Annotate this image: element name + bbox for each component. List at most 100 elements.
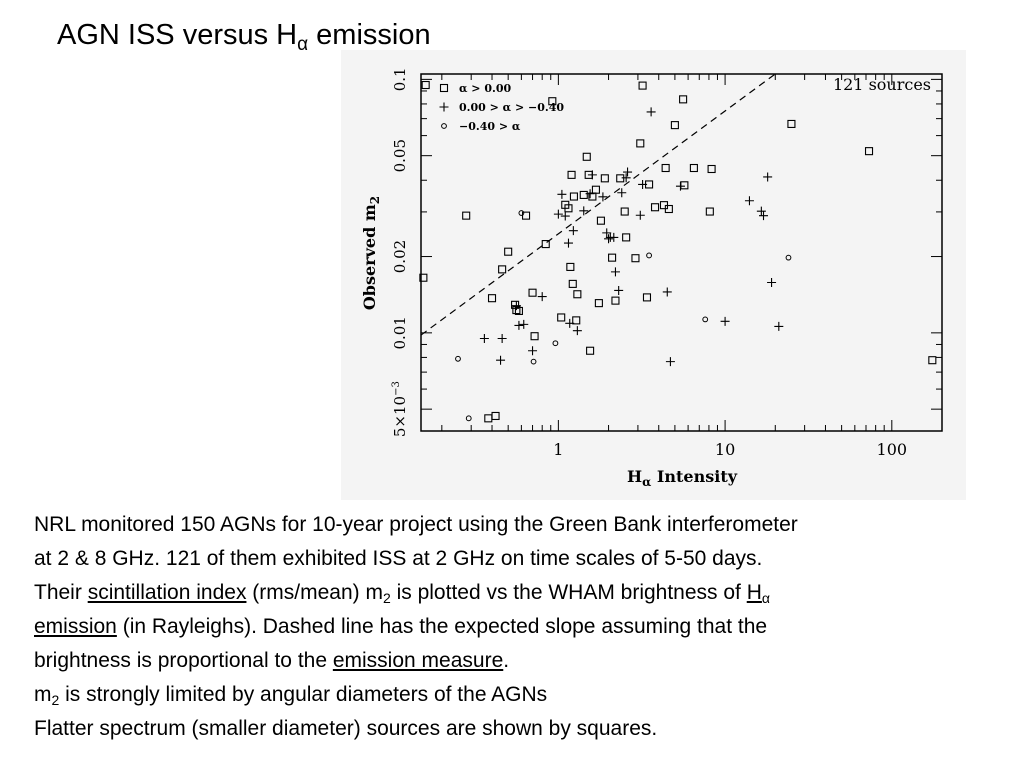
y-axis-label-main: Observed m bbox=[360, 204, 379, 310]
y-tick-label: 0.02 bbox=[391, 240, 409, 273]
legend-entry-label: α > 0.00 bbox=[459, 82, 511, 95]
text-segment: is plotted vs the WHAM brightness of bbox=[390, 581, 747, 604]
y-axis-label-sub: 2 bbox=[368, 196, 382, 204]
scintillation-index-link[interactable]: scintillation index bbox=[87, 581, 247, 604]
data-point-circle bbox=[518, 210, 525, 216]
data-point-plus bbox=[744, 196, 754, 206]
data-point-plus bbox=[675, 181, 685, 191]
y-tick-label: 0.1 bbox=[391, 67, 409, 91]
data-point-square bbox=[600, 174, 609, 183]
slide-title: AGN ISS versus Hα emission bbox=[57, 16, 431, 64]
title-main-text: AGN ISS versus H bbox=[57, 19, 298, 51]
text-segment: is strongly limited by angular diameters… bbox=[59, 683, 548, 706]
text-segment: Their bbox=[34, 581, 88, 604]
data-point-plus bbox=[756, 206, 766, 216]
data-point-square bbox=[541, 240, 550, 249]
x-axis-label-sub: α bbox=[642, 475, 651, 489]
description-line-2: at 2 & 8 GHz. 121 of them exhibited ISS … bbox=[34, 547, 763, 570]
data-point-square bbox=[636, 139, 645, 148]
data-point-square bbox=[787, 119, 796, 129]
title-subscript: α bbox=[297, 34, 309, 55]
text-segment: brightness is proportional to the bbox=[34, 649, 333, 672]
text-segment: (rms/mean) m bbox=[246, 581, 383, 604]
data-point-plus bbox=[537, 292, 547, 302]
description-paragraph: NRL monitored 150 AGNs for 10-year proje… bbox=[34, 508, 994, 746]
legend-marker-plus bbox=[439, 102, 449, 112]
data-point-square bbox=[664, 204, 673, 214]
emission-measure-link[interactable]: emission measure bbox=[332, 649, 504, 672]
data-point-plus bbox=[514, 320, 524, 330]
data-point-square bbox=[548, 97, 557, 106]
x-axis-label: Hα Intensity bbox=[627, 467, 738, 489]
data-point-plus bbox=[763, 172, 773, 182]
data-point-square bbox=[568, 279, 577, 288]
h-alpha-link-text: H bbox=[746, 581, 762, 604]
x-tick-label: 10 bbox=[715, 440, 735, 459]
subscript: α bbox=[761, 590, 770, 606]
data-point-square bbox=[608, 253, 617, 262]
data-point-plus bbox=[623, 167, 633, 177]
data-point-plus bbox=[565, 318, 575, 328]
data-point-circle bbox=[455, 355, 461, 362]
data-point-circle bbox=[646, 252, 652, 259]
data-point-plus bbox=[665, 357, 675, 367]
text-segment: . bbox=[503, 649, 510, 672]
dashed-reference-line bbox=[420, 73, 776, 336]
data-point-plus bbox=[563, 238, 573, 248]
data-point-plus bbox=[662, 287, 672, 297]
data-point-plus bbox=[528, 346, 538, 356]
data-point-plus bbox=[609, 232, 619, 242]
data-point-plus bbox=[767, 277, 777, 287]
data-point-plus bbox=[635, 210, 645, 220]
emission-link[interactable]: emission bbox=[34, 615, 117, 638]
data-point-square bbox=[591, 185, 600, 194]
data-point-square bbox=[569, 192, 578, 201]
subscript: 2 bbox=[51, 692, 60, 708]
data-point-plus bbox=[610, 267, 620, 277]
data-point-plus bbox=[572, 326, 582, 336]
description-line-6: m2 is strongly limited by angular diamet… bbox=[34, 678, 994, 712]
x-tick-label: 100 bbox=[877, 440, 908, 459]
data-point-square bbox=[487, 294, 497, 303]
data-point-square bbox=[594, 299, 603, 308]
data-point-square bbox=[530, 332, 539, 341]
annotation-label: 121 sources bbox=[833, 75, 931, 94]
data-point-square bbox=[582, 152, 591, 161]
data-point-plus bbox=[614, 285, 624, 295]
data-point-circle bbox=[465, 415, 472, 422]
data-point-square bbox=[498, 265, 507, 274]
data-point-plus bbox=[617, 188, 627, 198]
description-line-7: Flatter spectrum (smaller diameter) sour… bbox=[34, 717, 658, 740]
data-point-circle bbox=[530, 358, 537, 365]
data-point-square bbox=[638, 81, 647, 90]
data-point-circle bbox=[552, 340, 559, 347]
data-point-square bbox=[864, 147, 874, 156]
data-point-plus bbox=[720, 316, 730, 326]
data-point-plus bbox=[553, 209, 563, 219]
h-alpha-link[interactable]: Hα bbox=[746, 581, 770, 606]
data-point-square bbox=[670, 121, 679, 130]
data-point-plus bbox=[621, 173, 631, 183]
data-point-square bbox=[679, 95, 688, 104]
x-axis-label-tail: Intensity bbox=[651, 467, 737, 486]
data-point-square bbox=[421, 80, 430, 90]
description-line-3: Their scintillation index (rms/mean) m2 … bbox=[34, 576, 994, 610]
data-point-square bbox=[564, 204, 573, 213]
data-point-plus bbox=[598, 192, 608, 202]
description-line-4: emission (in Rayleighs). Dashed line has… bbox=[34, 610, 994, 644]
x-axis-label-main: H bbox=[627, 467, 642, 486]
data-point-plus bbox=[579, 206, 589, 216]
subscript: 2 bbox=[382, 590, 391, 606]
data-point-plus bbox=[587, 170, 597, 180]
plot-frame bbox=[420, 73, 943, 432]
legend-entry-label: 0.00 > α > −0.40 bbox=[459, 101, 564, 114]
data-point-square bbox=[567, 170, 576, 179]
data-point-plus bbox=[585, 189, 595, 199]
data-point-square bbox=[680, 181, 689, 190]
y-tick-label-base: 5×10 bbox=[391, 396, 409, 437]
data-point-square bbox=[579, 190, 588, 199]
data-point-square bbox=[650, 203, 660, 212]
data-point-plus bbox=[646, 107, 656, 117]
x-tick-label: 1 bbox=[553, 440, 563, 459]
legend-marker-square bbox=[439, 83, 449, 93]
